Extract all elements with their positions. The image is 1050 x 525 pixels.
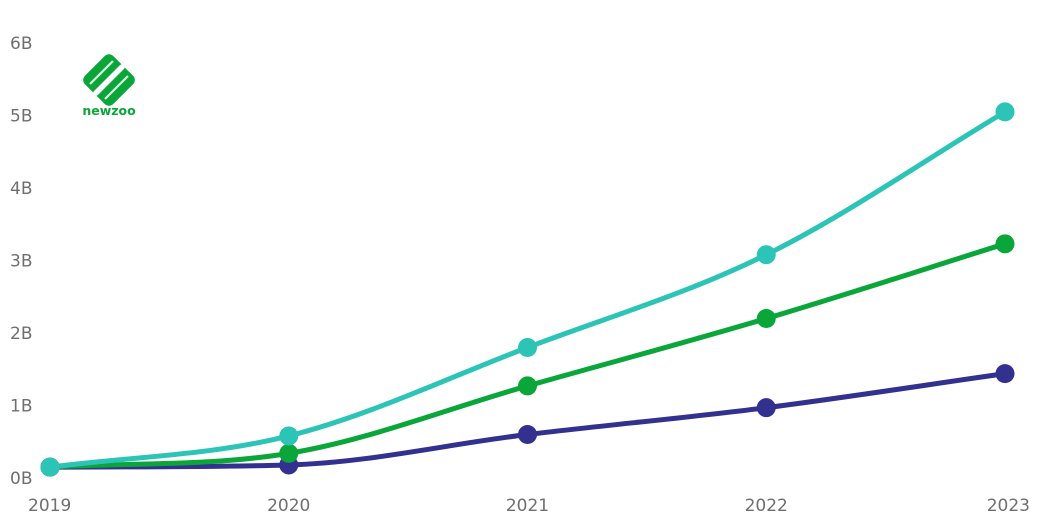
y-tick-label: 1B	[10, 397, 32, 417]
data-point	[40, 457, 60, 477]
data-point	[995, 364, 1015, 384]
series-points	[40, 102, 1015, 477]
series-lines	[47, 109, 1008, 470]
data-point	[756, 309, 776, 328]
y-tick-label: 4B	[10, 179, 32, 199]
y-tick-label: 2B	[10, 324, 32, 344]
newzoo-logo: newzoo	[82, 54, 136, 118]
x-tick-label: 2023	[987, 496, 1030, 516]
data-point	[518, 338, 537, 357]
y-tick-label: 5B	[10, 107, 32, 127]
data-point	[756, 398, 776, 418]
y-tick-label: 6B	[10, 34, 32, 54]
y-tick-label: 0B	[10, 469, 32, 489]
data-point	[756, 245, 776, 265]
y-tick-label: 3B	[10, 252, 32, 272]
data-point	[518, 376, 537, 396]
data-point	[995, 234, 1015, 254]
y-axis-tick-labels: 0B 1B 2B 3B 4B 5B 6B	[10, 34, 32, 489]
data-point	[279, 443, 299, 463]
x-tick-label: 2021	[506, 496, 549, 516]
newzoo-logo-icon	[83, 54, 135, 106]
data-point	[518, 425, 537, 444]
x-tick-label: 2022	[745, 496, 788, 516]
x-axis-tick-labels: 2019 2020 2021 2022 2023	[28, 496, 1030, 516]
data-point	[995, 102, 1015, 122]
logo-text: newzoo	[82, 103, 136, 118]
data-point	[279, 426, 299, 446]
x-tick-label: 2020	[267, 496, 310, 516]
x-tick-label: 2019	[28, 496, 71, 516]
